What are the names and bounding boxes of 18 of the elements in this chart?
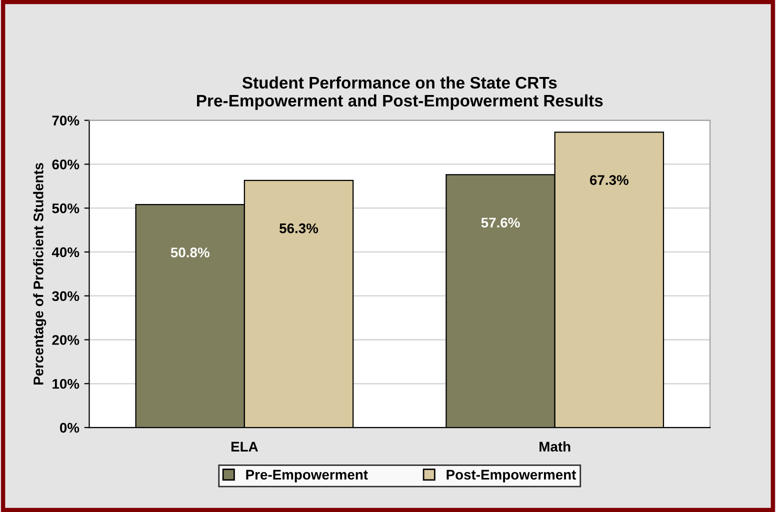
x-tick-label: ELA: [231, 442, 258, 452]
y-axis-title: Percentage of Proficient Students: [33, 162, 46, 384]
data-label: 56.3%: [280, 223, 318, 234]
chart-title: Student Performance on the State CRTs Pre-Empowerment and Post-Empowerment Results: [197, 76, 603, 110]
y-tick-label: 50%: [52, 203, 80, 214]
data-label: 50.8%: [170, 248, 210, 258]
legend-label: Post-Empowerment: [446, 470, 576, 482]
y-tick-label: 20%: [52, 335, 80, 345]
data-label: 67.3%: [590, 175, 628, 185]
y-tick-label: 30%: [52, 291, 80, 302]
legend-label: Pre-Empowerment: [246, 470, 368, 482]
y-tick-label: 0%: [60, 422, 80, 433]
y-tick-label: 70%: [52, 116, 80, 126]
y-tick-label: 10%: [52, 378, 80, 389]
data-label: 57.6%: [481, 218, 520, 228]
y-tick-label: 60%: [52, 160, 80, 170]
x-tick-label: Math: [540, 441, 570, 452]
y-tick-label: 40%: [52, 247, 80, 258]
